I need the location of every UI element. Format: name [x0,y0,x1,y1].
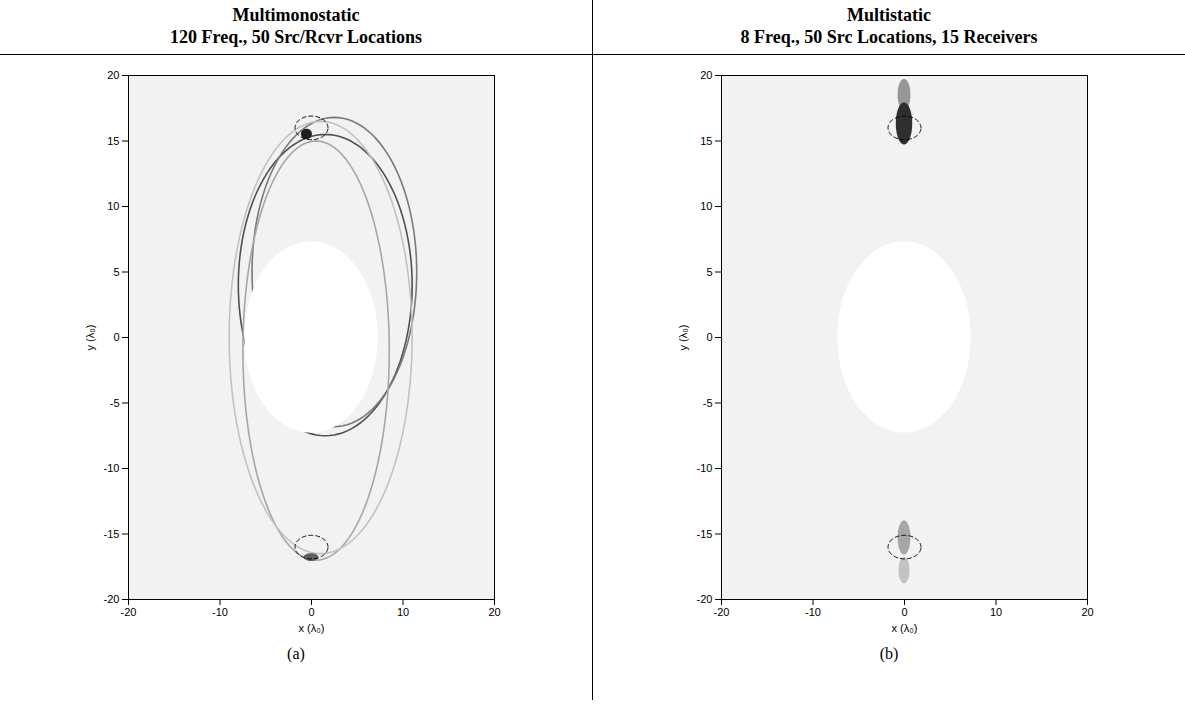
svg-text:y (λ₀): y (λ₀) [677,325,689,351]
svg-text:10: 10 [990,606,1002,618]
svg-text:0: 0 [113,331,119,343]
svg-text:0: 0 [901,606,907,618]
svg-text:-20: -20 [121,606,137,618]
html-text:(a): (a) [287,645,305,662]
svg-text:20: 20 [1081,606,1093,618]
svg-text:y (λ₀): y (λ₀) [84,325,96,351]
svg-text:-20: -20 [104,593,120,605]
svg-text:-5: -5 [110,397,120,409]
svg-text:0: 0 [706,331,712,343]
svg-text:-10: -10 [104,462,120,474]
html-text:Multimonostatic: Multimonostatic [232,5,360,25]
html-text:8 Freq., 50 Src Locations, 15: 8 Freq., 50 Src Locations, 15 Receivers [740,27,1038,47]
svg-text:20: 20 [700,69,712,81]
svg-text:20: 20 [488,606,500,618]
svg-text:20: 20 [107,69,119,81]
svg-text:-15: -15 [697,528,713,540]
svg-text:-5: -5 [703,397,713,409]
svg-text:5: 5 [706,266,712,278]
svg-text:-20: -20 [697,593,713,605]
svg-text:5: 5 [113,266,119,278]
svg-text:x (λ₀): x (λ₀) [892,622,918,634]
html-text:(b): (b) [879,645,899,662]
svg-text:-10: -10 [212,606,228,618]
svg-text:-15: -15 [104,528,120,540]
svg-text:-20: -20 [714,606,730,618]
svg-text:x (λ₀): x (λ₀) [299,622,325,634]
svg-text:10: 10 [397,606,409,618]
svg-text:15: 15 [700,135,712,147]
svg-text:15: 15 [107,135,119,147]
svg-text:10: 10 [107,200,119,212]
html-text:Multistatic: Multistatic [847,5,931,25]
svg-text:-10: -10 [697,462,713,474]
svg-text:-10: -10 [805,606,821,618]
svg-text:10: 10 [700,200,712,212]
html-text:120 Freq., 50 Src/Rcvr Locatio: 120 Freq., 50 Src/Rcvr Locations [170,27,422,47]
svg-text:0: 0 [308,606,314,618]
